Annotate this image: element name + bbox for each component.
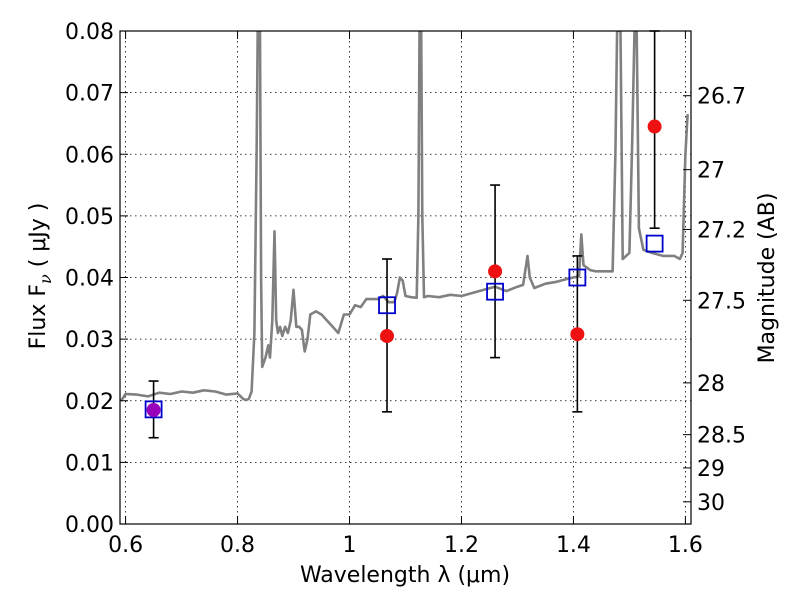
- axis-ticks: [120, 30, 691, 525]
- x-tick-label: 0.6: [108, 533, 143, 558]
- y-tick-label: 0.03: [65, 328, 114, 353]
- x-tick-labels: 0.6 0.8 1 1.2 1.4 1.6: [108, 533, 703, 558]
- y-tick-label: 0.01: [65, 451, 114, 476]
- y-tick-label: 0.00: [65, 513, 114, 538]
- y-tick-label: 0.07: [65, 82, 114, 107]
- spectrum-line: [120, 31, 689, 402]
- x-tick-label: 0.8: [220, 533, 255, 558]
- x-tick-label: 1: [343, 533, 357, 558]
- y-tick-label: 0.08: [65, 20, 114, 45]
- observed-point-marker: [570, 327, 585, 342]
- error-bars: [148, 30, 660, 439]
- x-tick-label: 1.4: [556, 533, 591, 558]
- y2-tick-label: 26.7: [697, 85, 746, 110]
- observed-point-marker: [488, 264, 503, 279]
- y-axis-label-subscript: ν: [36, 274, 55, 284]
- y2-axis-label: Magnitude (AB): [755, 193, 780, 364]
- observed-points: [146, 119, 662, 417]
- model-square-marker: [486, 282, 504, 301]
- x-axis-label: Wavelength λ (μm): [300, 563, 510, 588]
- model-square-marker: [144, 400, 163, 419]
- y2-tick-labels: 26.7 27 27.2 27.5 28 28.5 29 30: [697, 85, 746, 516]
- y2-tick-label: 28: [697, 372, 725, 397]
- grid: [120, 30, 691, 525]
- observed-point-marker: [380, 329, 395, 344]
- y2-tick-label: 27.5: [697, 289, 746, 314]
- model-square-marker: [378, 296, 396, 315]
- model-square-marker: [568, 268, 587, 287]
- y2-tick-label: 27.2: [697, 218, 746, 243]
- y-axis-label: Flux Fν ( μJy ): [26, 203, 55, 350]
- y-axis-label-main: Flux F: [26, 284, 51, 349]
- y2-tick-label: 27: [697, 159, 725, 184]
- y-tick-label: 0.02: [65, 390, 114, 415]
- y-axis-label-unit: ( μJy ): [26, 203, 51, 275]
- y-tick-labels: 0.00 0.01 0.02 0.03 0.04 0.05 0.06 0.07 0.08: [65, 20, 114, 538]
- model-points: [144, 234, 664, 419]
- x-tick-label: 1.6: [668, 533, 703, 558]
- y-tick-label: 0.05: [65, 205, 114, 230]
- model-square-marker: [645, 234, 664, 253]
- y-tick-label: 0.04: [65, 267, 114, 292]
- x-tick-label: 1.2: [444, 533, 479, 558]
- y2-tick-label: 28.5: [697, 424, 746, 449]
- y2-tick-label: 29: [697, 457, 725, 482]
- y-tick-label: 0.06: [65, 143, 114, 168]
- y2-tick-label: 30: [697, 491, 725, 516]
- observed-point-marker: [146, 402, 161, 417]
- observed-point-marker: [647, 119, 662, 134]
- series-layer: [120, 31, 689, 402]
